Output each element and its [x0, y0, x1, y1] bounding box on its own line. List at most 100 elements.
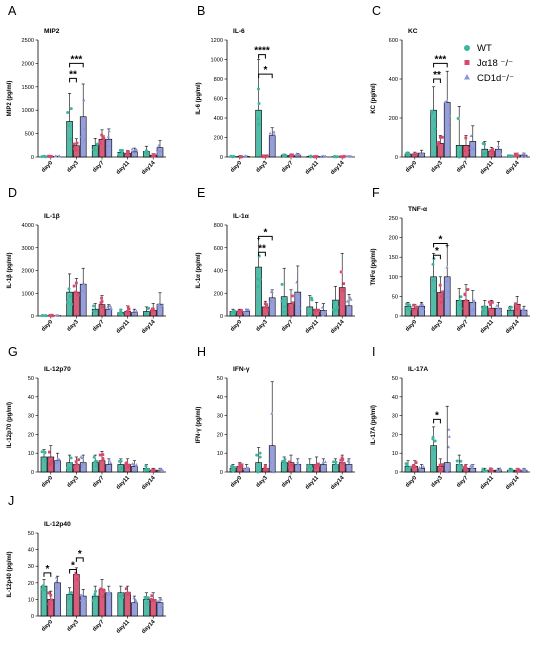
- point-cd1d: [156, 149, 160, 153]
- point-wt: [258, 455, 262, 459]
- panel-il-12p70: G IL-12p70 0 10 20 30 40 50 IL-12p70 (pg/ml) day0…: [7, 345, 166, 491]
- point-wt: [144, 596, 148, 600]
- bar-cd1d-day7: [105, 592, 113, 617]
- panel-ifn: H IFN-γ 0 10 20 30 40 50 IFN-γ (pg/ml) day0 day3 da…: [196, 345, 355, 491]
- significance-label: **: [433, 70, 441, 81]
- x-tick-label-day0: day0: [41, 160, 55, 174]
- bar-cd1d-day11: [131, 602, 138, 617]
- y-axis-label: MIP2 (pg/ml): [7, 81, 13, 117]
- point-ja18: [47, 591, 51, 595]
- point-wt: [509, 310, 513, 314]
- point-ja18: [463, 293, 467, 297]
- legend-label-ja18: Jα18 ⁻/⁻: [477, 58, 513, 69]
- panel-letter: H: [197, 345, 206, 359]
- point-cd1d: [296, 462, 300, 466]
- point-ja18: [240, 463, 244, 467]
- bar-ja18-day0: [47, 599, 55, 617]
- point-ja18: [99, 587, 103, 591]
- point-cd1d: [445, 265, 449, 269]
- point-wt: [284, 463, 288, 467]
- point-cd1d: [421, 307, 425, 310]
- point-ja18: [100, 133, 104, 137]
- point-ja18: [513, 154, 517, 158]
- point-wt: [482, 469, 486, 473]
- significance-bracket: *: [43, 564, 52, 577]
- point-cd1d: [419, 302, 423, 306]
- panel-title: TNF-α: [408, 206, 427, 213]
- point-cd1d: [243, 154, 247, 158]
- point-cd1d: [323, 460, 327, 464]
- point-wt: [332, 155, 336, 159]
- point-cd1d: [107, 458, 111, 462]
- point-ja18: [415, 307, 418, 311]
- point-ja18: [102, 137, 106, 140]
- point-cd1d: [272, 132, 276, 136]
- point-wt: [405, 151, 409, 155]
- point-ja18: [488, 467, 492, 471]
- point-cd1d: [345, 299, 349, 303]
- point-ja18: [72, 142, 76, 146]
- point-wt: [40, 450, 44, 454]
- x-tick-label-day7: day7: [92, 160, 106, 174]
- point-cd1d: [345, 154, 349, 158]
- legend-item-ja18: Jα18 ⁻/⁻: [464, 58, 513, 69]
- point-cd1d: [349, 297, 353, 301]
- point-ja18: [126, 466, 130, 469]
- point-wt: [256, 117, 260, 121]
- point-ja18: [287, 460, 291, 464]
- y-tick-label: 20: [217, 432, 223, 438]
- bar-wt-day14: [143, 599, 150, 617]
- point-ja18: [77, 458, 81, 462]
- significance-label: *: [78, 549, 82, 560]
- y-tick-label: 1000: [211, 58, 223, 64]
- point-cd1d: [346, 459, 350, 462]
- panel-letter: F: [372, 186, 380, 200]
- point-cd1d: [446, 295, 450, 298]
- point-cd1d: [271, 470, 275, 474]
- point-wt: [309, 296, 313, 300]
- x-tick-label-day3: day3: [255, 475, 269, 489]
- point-cd1d: [498, 152, 503, 156]
- point-cd1d: [268, 299, 272, 303]
- point-ja18: [515, 307, 519, 311]
- point-ja18: [266, 308, 270, 312]
- point-cd1d: [349, 466, 353, 470]
- point-ja18: [316, 462, 320, 466]
- y-tick-label: 200: [389, 116, 398, 122]
- point-cd1d: [156, 599, 160, 603]
- legend-label-cd1d: CD1d⁻/⁻: [477, 73, 514, 84]
- point-ja18: [339, 270, 343, 274]
- point-cd1d: [106, 139, 110, 143]
- y-axis-label: IL-12p70 (pg/ml): [7, 402, 13, 448]
- point-wt: [117, 152, 121, 156]
- point-wt: [332, 460, 336, 464]
- point-cd1d: [157, 303, 161, 306]
- point-cd1d: [472, 146, 476, 150]
- point-wt: [67, 466, 71, 470]
- point-cd1d: [297, 297, 302, 301]
- point-wt: [430, 109, 434, 113]
- point-ja18: [290, 154, 293, 158]
- panel-tnf: F TNF-α 0 50 100 150 200 250 TNFα (pg/ml) day0 day…: [371, 186, 530, 335]
- significance-label: ****: [254, 46, 270, 57]
- point-cd1d: [472, 298, 476, 302]
- point-wt: [120, 595, 124, 599]
- y-tick-label: 500: [25, 132, 34, 138]
- point-wt: [68, 294, 72, 298]
- point-cd1d: [446, 123, 451, 127]
- point-ja18: [411, 465, 415, 469]
- point-cd1d: [446, 290, 450, 294]
- bracket-line: [69, 569, 77, 574]
- point-wt: [404, 462, 408, 466]
- point-wt: [143, 468, 147, 472]
- y-tick-label: 200: [214, 136, 223, 142]
- point-wt: [67, 124, 71, 128]
- y-tick-label: 1000: [22, 108, 34, 114]
- point-ja18: [488, 307, 491, 311]
- point-cd1d: [109, 461, 113, 465]
- y-tick-label: 10: [28, 597, 34, 603]
- point-wt: [144, 464, 148, 468]
- point-ja18: [411, 464, 415, 467]
- point-ja18: [491, 150, 495, 154]
- point-ja18: [76, 578, 80, 581]
